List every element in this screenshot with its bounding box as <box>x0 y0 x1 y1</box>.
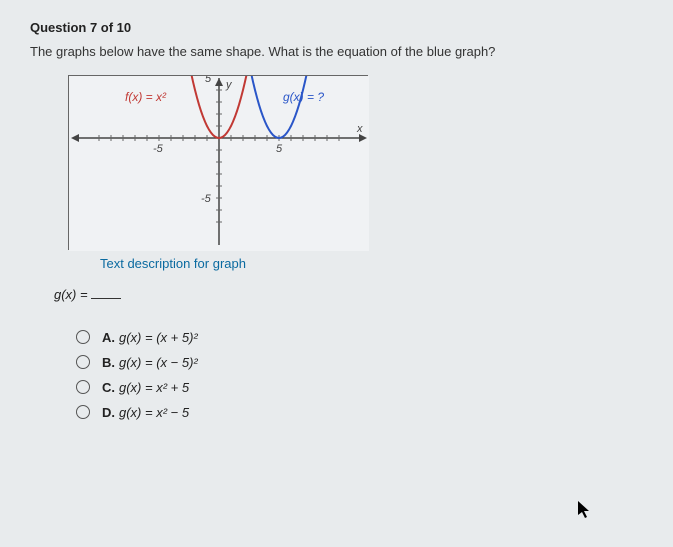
svg-text:-5: -5 <box>201 193 212 205</box>
radio-button[interactable] <box>76 355 90 369</box>
svg-text:f(x) = x²: f(x) = x² <box>125 90 167 104</box>
option-row[interactable]: A. g(x) = (x + 5)² <box>76 330 643 345</box>
option-text: g(x) = x² − 5 <box>119 405 189 420</box>
graph-svg: 5-5-55yxf(x) = x²g(x) = ? <box>69 76 369 251</box>
option-text: g(x) = x² + 5 <box>119 380 189 395</box>
svg-text:g(x) = ?: g(x) = ? <box>283 90 324 104</box>
option-letter: A. <box>102 330 115 345</box>
radio-button[interactable] <box>76 380 90 394</box>
options-list: A. g(x) = (x + 5)² B. g(x) = (x − 5)² C. g(x)… <box>76 330 643 420</box>
svg-text:x: x <box>356 123 363 135</box>
text-description-link[interactable]: Text description for graph <box>100 256 643 271</box>
question-header: Question 7 of 10 <box>30 20 643 35</box>
graph-panel: 5-5-55yxf(x) = x²g(x) = ? <box>68 75 368 250</box>
fill-blank <box>91 298 121 299</box>
option-row[interactable]: B. g(x) = (x − 5)² <box>76 355 643 370</box>
option-text: g(x) = (x + 5)² <box>119 330 198 345</box>
cursor-icon <box>577 500 593 525</box>
option-letter: C. <box>102 380 115 395</box>
fill-in-prompt: g(x) = <box>54 287 643 302</box>
svg-text:5: 5 <box>276 143 283 155</box>
fill-prefix: g(x) = <box>54 287 91 302</box>
radio-button[interactable] <box>76 405 90 419</box>
svg-text:-5: -5 <box>153 143 164 155</box>
option-text: g(x) = (x − 5)² <box>119 355 198 370</box>
option-letter: D. <box>102 405 115 420</box>
radio-button[interactable] <box>76 330 90 344</box>
question-prompt: The graphs below have the same shape. Wh… <box>30 43 643 61</box>
option-row[interactable]: D. g(x) = x² − 5 <box>76 405 643 420</box>
svg-text:5: 5 <box>205 76 212 85</box>
option-row[interactable]: C. g(x) = x² + 5 <box>76 380 643 395</box>
option-letter: B. <box>102 355 115 370</box>
